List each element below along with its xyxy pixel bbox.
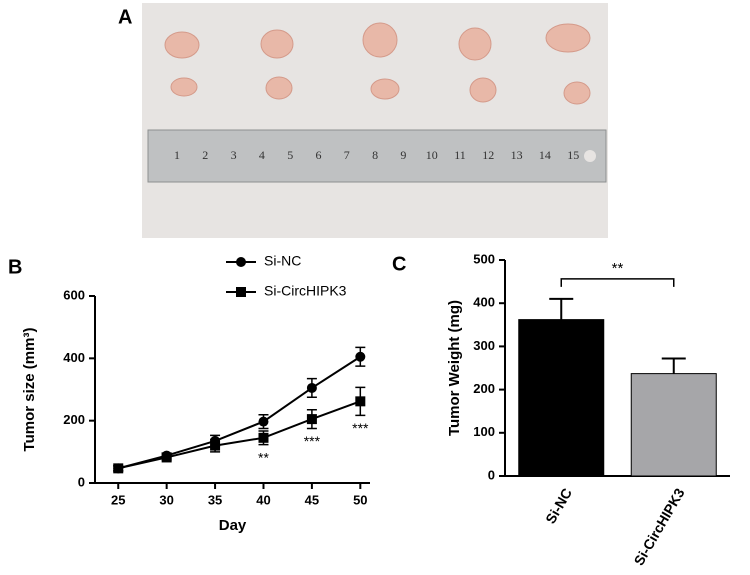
- error-bar: [661, 357, 686, 374]
- significance-label: ***: [304, 433, 321, 449]
- marker: [355, 396, 366, 407]
- marker: [306, 382, 317, 393]
- y-tick-label: 0: [78, 474, 85, 489]
- y-tick-label: 400: [473, 295, 495, 310]
- legend-label: Si-NC: [264, 253, 301, 269]
- marker: [236, 257, 246, 267]
- error-bar: [549, 297, 574, 320]
- marker: [210, 440, 221, 451]
- ruler-label: 12: [482, 148, 494, 162]
- ruler-label: 1: [174, 148, 180, 162]
- y-axis-label: Tumor size (mm³): [21, 328, 38, 452]
- legend-label: Si-CircHIPK3: [264, 283, 347, 299]
- marker: [236, 287, 246, 297]
- y-tick-label: 100: [473, 424, 495, 439]
- x-tick-label: 45: [305, 492, 319, 507]
- x-tick-label: 25: [111, 492, 125, 507]
- ruler-label: 9: [400, 148, 406, 162]
- x-tick-label: Si-CircHIPK3: [631, 485, 688, 568]
- ruler-label: 7: [344, 148, 350, 162]
- y-tick-label: 400: [63, 350, 85, 365]
- y-tick-label: 600: [63, 287, 85, 302]
- significance-bracket: [560, 278, 675, 287]
- panel-label: B: [8, 256, 22, 278]
- significance-label: **: [258, 449, 269, 465]
- significance-label: **: [612, 260, 624, 277]
- ruler: [147, 129, 607, 183]
- ruler-label: 15: [567, 148, 579, 162]
- ruler-label: 3: [231, 148, 237, 162]
- panel-label: C: [392, 253, 406, 275]
- ruler-label: 6: [316, 148, 322, 162]
- x-axis-label: Day: [219, 517, 247, 534]
- y-tick-label: 500: [473, 251, 495, 266]
- x-tick-label: 30: [159, 492, 173, 507]
- ruler-label: 11: [454, 148, 466, 162]
- x-tick-label: Si-NC: [542, 485, 575, 526]
- marker: [258, 416, 269, 427]
- photo: [142, 3, 608, 238]
- bar: [630, 373, 717, 477]
- ruler-label: 2: [202, 148, 208, 162]
- ruler-label: 13: [511, 148, 523, 162]
- bar: [518, 319, 605, 477]
- ruler-label: 4: [259, 148, 265, 162]
- ruler-label: 14: [539, 148, 551, 162]
- tumors: [164, 22, 591, 105]
- x-tick-label: 35: [208, 492, 222, 507]
- ruler-label: 8: [372, 148, 378, 162]
- y-tick-label: 200: [473, 381, 495, 396]
- series-line: [117, 355, 361, 470]
- marker: [258, 432, 269, 443]
- y-tick-label: 200: [63, 412, 85, 427]
- y-tick-label: 300: [473, 338, 495, 353]
- y-axis-label: Tumor Weight (mg): [446, 300, 463, 436]
- series-line: [118, 400, 361, 470]
- marker: [355, 351, 366, 362]
- x-tick-label: 50: [353, 492, 367, 507]
- ruler-label: 10: [426, 148, 438, 162]
- marker: [113, 463, 124, 474]
- ruler-label: 5: [287, 148, 293, 162]
- marker: [306, 414, 317, 425]
- y-tick-label: 0: [488, 467, 495, 482]
- panel-label: A: [118, 6, 132, 28]
- x-tick-label: 40: [256, 492, 270, 507]
- marker: [161, 452, 172, 463]
- ruler-hole: [584, 150, 596, 162]
- significance-label: ***: [352, 420, 369, 436]
